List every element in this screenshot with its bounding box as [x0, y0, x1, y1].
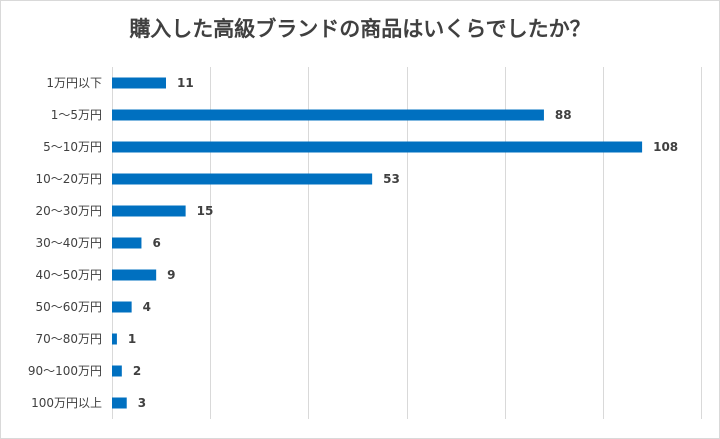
bar: [112, 269, 157, 281]
data-label: 108: [653, 140, 678, 154]
data-label: 15: [197, 204, 214, 218]
data-label: 53: [383, 172, 400, 186]
data-label: 11: [177, 76, 194, 90]
data-label: 88: [555, 108, 572, 122]
category-label: 10～20万円: [35, 172, 102, 186]
category-label: 40～50万円: [35, 268, 102, 282]
data-label: 2: [133, 364, 141, 378]
bar: [112, 77, 166, 89]
category-label: 5～10万円: [43, 140, 102, 154]
data-label: 4: [143, 300, 151, 314]
category-label: 100万円以上: [31, 396, 102, 410]
data-label: 3: [138, 396, 146, 410]
bar: [112, 205, 186, 217]
category-label: 30～40万円: [35, 236, 102, 250]
category-label: 90～100万円: [28, 364, 102, 378]
bar: [112, 397, 127, 409]
data-label: 9: [167, 268, 175, 282]
bar: [112, 141, 643, 153]
category-label: 50～60万円: [35, 300, 102, 314]
data-label: 1: [128, 332, 136, 346]
bar: [112, 333, 117, 345]
data-label: 6: [152, 236, 160, 250]
bar: [112, 109, 544, 121]
category-label: 70～80万円: [35, 332, 102, 346]
category-label: 1～5万円: [51, 108, 102, 122]
bar: [112, 237, 142, 249]
bar: [112, 173, 373, 185]
category-label: 1万円以下: [46, 76, 102, 90]
bar: [112, 365, 122, 377]
bar: [112, 301, 132, 313]
chart-title: 購入した高級ブランドの商品はいくらでしたか？: [129, 17, 591, 41]
category-label: 20～30万円: [35, 204, 102, 218]
